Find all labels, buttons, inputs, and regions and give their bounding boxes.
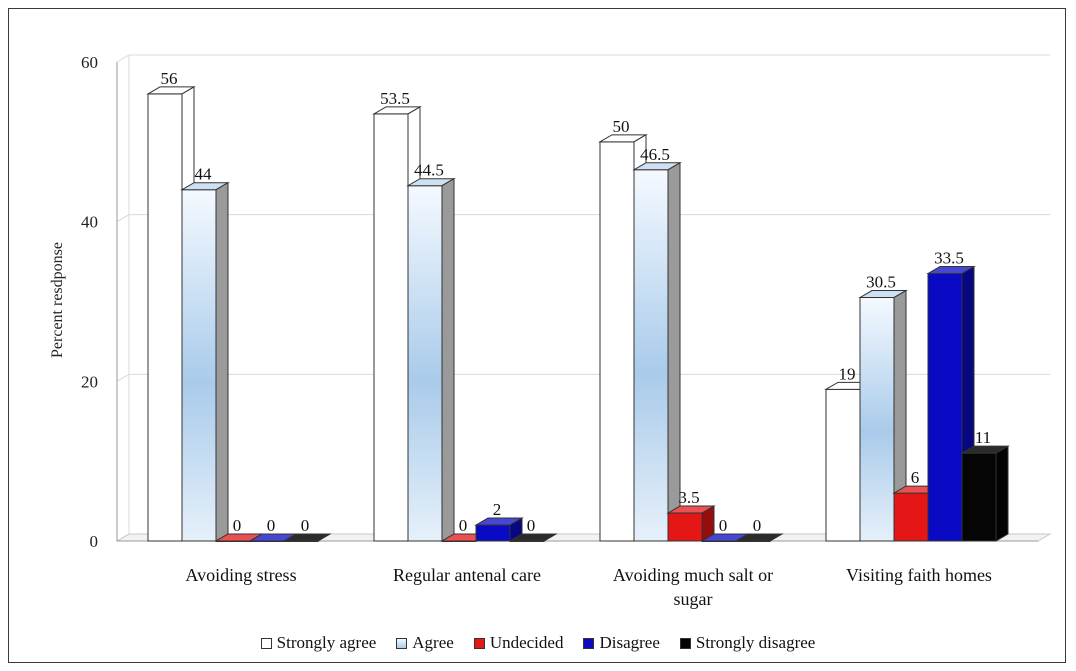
bar-front [475, 524, 511, 542]
gridline-depth [116, 373, 130, 382]
x-tick-label: Avoiding much salt or [613, 565, 773, 585]
bar-front [927, 273, 963, 542]
gridline-depth [116, 54, 130, 63]
bar [406, 177, 456, 542]
data-label: 0 [233, 516, 242, 535]
legend-label: Disagree [599, 633, 660, 652]
bars [146, 86, 1010, 542]
data-label: 0 [267, 516, 276, 535]
value-labels: 56 44 0 0 0 53.5 44.5 0 2 0 50 46.5 3.5 0 0 19 30.5 6 33.5… [161, 69, 992, 535]
bar-front [147, 93, 183, 542]
data-label: 0 [301, 516, 310, 535]
y-tick-label: 60 [81, 53, 98, 72]
x-tick-label: sugar [674, 589, 713, 609]
bar [632, 161, 682, 542]
data-label: 6 [911, 468, 920, 487]
legend-label: Strongly disagree [695, 633, 816, 652]
data-label: 0 [753, 516, 762, 535]
bar-front [825, 388, 861, 542]
legend-item: Undecided [473, 633, 564, 653]
bar-front [893, 492, 929, 542]
data-label: 0 [527, 516, 536, 535]
bar-side [769, 533, 783, 542]
data-label: 50 [613, 117, 630, 136]
data-label: 19 [839, 364, 856, 383]
data-label: 3.5 [678, 488, 699, 507]
bar [508, 533, 558, 542]
bar-front [961, 452, 997, 542]
y-tick-label: 20 [81, 372, 98, 391]
category-labels: Avoiding stress Regular antenal care Avoid… [185, 565, 992, 609]
data-label: 2 [493, 500, 502, 519]
legend-label: Agree [412, 633, 454, 652]
data-label: 44.5 [414, 161, 444, 180]
bar-side [441, 177, 455, 542]
bar-side [667, 161, 681, 542]
legend-label: Strongly agree [276, 633, 377, 652]
bar-side [215, 181, 229, 542]
bar-side [317, 533, 331, 542]
legend-swatch [473, 637, 485, 649]
legend-item: Strongly agree [260, 633, 377, 653]
bar-front [373, 113, 409, 542]
data-label: 46.5 [640, 145, 670, 164]
y-tick-label: 0 [90, 532, 99, 551]
bar-front [407, 185, 443, 542]
bar-side [543, 533, 557, 542]
x-tick-label: Regular antenal care [393, 565, 541, 585]
y-axis-title: Percent resdponse [49, 242, 66, 358]
data-label: 0 [459, 516, 468, 535]
legend-item: Disagree [583, 633, 660, 653]
legend-swatch [396, 637, 408, 649]
bar-front [599, 141, 635, 542]
gridline-depth [116, 214, 130, 223]
bar [180, 181, 230, 542]
bar [858, 289, 908, 542]
data-label: 44 [195, 165, 213, 184]
bar [960, 445, 1010, 542]
bar-side [995, 445, 1009, 542]
bar [666, 505, 716, 542]
data-label: 0 [719, 516, 728, 535]
bar-front [633, 169, 669, 542]
bar-front [667, 512, 703, 542]
bar-front [859, 297, 895, 542]
x-tick-label: Visiting faith homes [846, 565, 992, 585]
bar-front [181, 189, 217, 542]
legend-swatch [679, 637, 691, 649]
data-label: 30.5 [866, 273, 896, 292]
legend-label: Undecided [489, 633, 564, 652]
data-label: 56 [161, 69, 178, 88]
y-tick-label: 40 [81, 213, 98, 232]
bar [734, 533, 784, 542]
data-label: 33.5 [934, 249, 964, 268]
x-tick-label: Avoiding stress [185, 565, 296, 585]
data-label: 11 [975, 428, 991, 447]
data-label: 53.5 [380, 89, 410, 108]
legend-item: Strongly disagree [679, 633, 816, 653]
bar [474, 517, 524, 542]
bar [282, 533, 332, 542]
legend-swatch [583, 637, 595, 649]
legend-item: Agree [396, 633, 454, 653]
legend: Strongly agree Agree Undecided Disagree Stro… [0, 633, 1076, 653]
legend-swatch [260, 637, 272, 649]
